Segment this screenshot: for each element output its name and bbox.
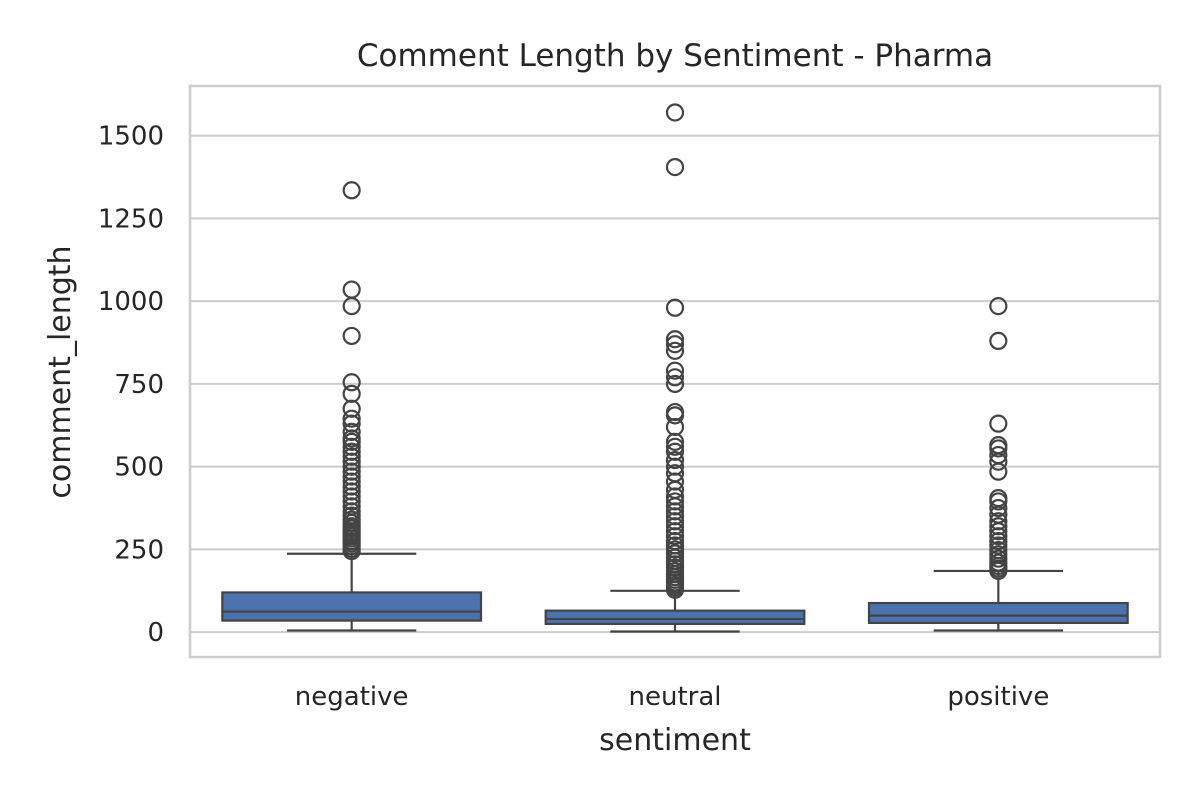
outlier-point (989, 436, 1008, 455)
y-tick-label: 1500 (98, 122, 164, 152)
outlier-point (665, 341, 685, 360)
outlier-point (342, 477, 361, 496)
outlier-point (665, 492, 685, 511)
outlier-point (342, 181, 361, 200)
outlier-point (342, 492, 361, 511)
outlier-point (342, 429, 361, 448)
y-tick-label: 500 (114, 453, 164, 483)
outlier-point (342, 497, 361, 516)
outlier-point (342, 442, 361, 461)
box-group-negative (221, 181, 483, 632)
outlier-point (665, 103, 685, 122)
y-tick-label: 750 (114, 370, 164, 400)
y-tick-label: 1000 (98, 287, 164, 317)
box-group-neutral (544, 103, 806, 633)
outlier-point (342, 462, 361, 481)
outlier-point (665, 512, 685, 531)
outlier-point (989, 331, 1008, 350)
outlier-point (665, 157, 685, 177)
outlier-point (665, 432, 685, 451)
outlier-point (665, 361, 685, 380)
outlier-point (989, 540, 1008, 560)
iqr-box (867, 601, 1129, 625)
x-tick-label-negative: negative (295, 682, 409, 712)
outlier-point (665, 457, 685, 476)
outlier-point (989, 414, 1008, 433)
x-axis-label: sentiment (599, 723, 751, 758)
y-tick-labels: 0 250 500 750 1000 1250 1500 (98, 122, 164, 649)
outlier-point (342, 472, 361, 491)
outlier-point (342, 457, 361, 476)
x-tick-label-positive: positive (947, 682, 1049, 712)
outlier-point (342, 280, 361, 299)
outlier-point (342, 384, 361, 403)
outlier-point (342, 422, 361, 442)
outlier-point (665, 532, 685, 551)
y-tick-label: 0 (147, 618, 164, 648)
outlier-point (342, 399, 361, 418)
x-tick-label-neutral: neutral (629, 682, 722, 712)
y-tick-label: 250 (114, 535, 164, 565)
outlier-point (989, 512, 1008, 531)
outlier-point (989, 527, 1008, 546)
outlier-point (665, 487, 685, 506)
outlier-point (665, 527, 685, 546)
outlier-point (665, 298, 685, 317)
iqr-box (544, 609, 806, 625)
outlier-point (342, 437, 361, 456)
outlier-point (342, 502, 361, 521)
outlier-point (342, 409, 361, 428)
outlier-point (665, 335, 685, 354)
outlier-point (989, 489, 1008, 508)
outlier-point (665, 517, 685, 536)
outlier-point (665, 472, 685, 491)
outlier-point (342, 482, 361, 501)
iqr-box (221, 591, 483, 622)
outlier-point (989, 498, 1008, 518)
outlier-point (665, 522, 685, 541)
chart-title: Comment Length by Sentiment - Pharma (357, 38, 993, 74)
outlier-point (665, 374, 685, 394)
outlier-point (665, 464, 685, 483)
outlier-point (665, 417, 685, 437)
y-axis-label: comment_length (43, 245, 78, 498)
outlier-point (989, 532, 1008, 551)
outlier-point (342, 373, 361, 392)
boxes-layer (221, 103, 1129, 633)
outlier-point (665, 502, 685, 521)
outlier-point (665, 402, 685, 422)
outlier-point (665, 507, 685, 526)
outlier-point (665, 368, 685, 387)
x-tick-labels: negative neutral positive (295, 682, 1050, 712)
outlier-point (665, 442, 685, 461)
outlier-point (989, 297, 1008, 316)
outlier-point (665, 437, 685, 456)
box-group-positive (867, 297, 1129, 632)
outlier-point (342, 487, 361, 506)
outlier-point (342, 326, 361, 346)
outlier-point (342, 447, 361, 466)
outlier-point (665, 450, 685, 470)
outlier-point (342, 452, 361, 471)
outlier-point (665, 330, 685, 349)
y-tick-label: 1250 (98, 204, 164, 234)
outlier-point (989, 445, 1008, 465)
plot-frame (188, 84, 1162, 659)
outlier-point (989, 517, 1008, 536)
outlier-point (342, 414, 361, 433)
outlier-point (342, 467, 361, 486)
